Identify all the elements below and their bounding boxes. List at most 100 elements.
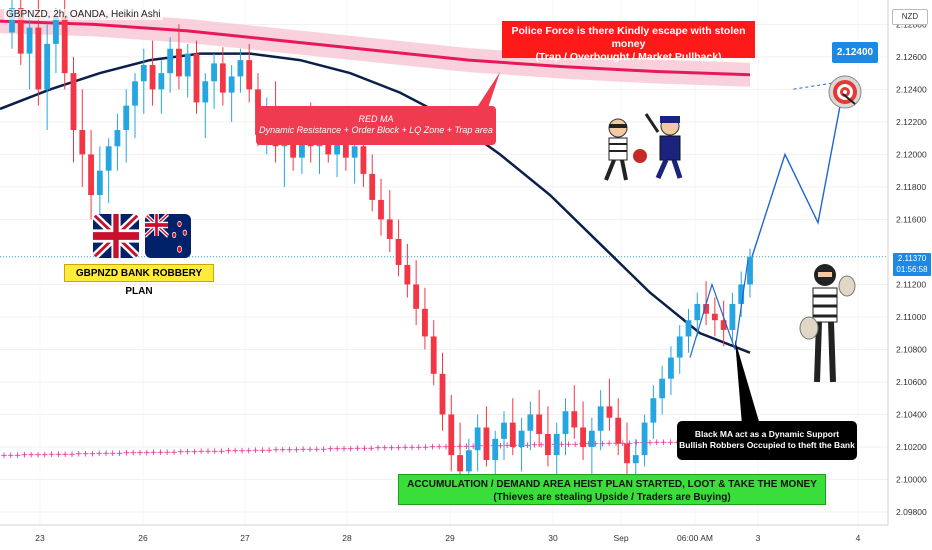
currency-badge[interactable]: NZD [892,9,928,25]
dotted-ma-marker: + [571,440,579,450]
candle-body [17,8,24,54]
candle-body [132,81,138,106]
dotted-ma-marker: + [293,445,301,455]
dotted-ma-marker: + [286,445,294,455]
dotted-ma-marker: + [585,440,593,450]
y-tick-label: 2.12400 [896,84,927,94]
candle-body [659,378,666,399]
dotted-ma-marker: + [347,444,355,454]
candle-body [35,27,42,90]
candle-body [509,422,516,447]
red-ma-line [0,19,751,77]
dotted-ma-marker: + [660,438,668,448]
candle-body [334,141,340,155]
candle-body [290,134,297,158]
candle-body [588,430,595,447]
redma-pointer [472,72,500,115]
candle-body [422,308,428,337]
accumulation-note-line1: ACCUMULATION / DEMAND AREA HEIST PLAN ST… [407,479,817,490]
candle-body [219,63,226,93]
dotted-ma-marker: + [89,449,97,459]
dotted-ma-marker: + [68,450,76,460]
x-tick-label: 29 [445,533,455,543]
dotted-ma-marker: + [531,441,539,451]
candle-body [105,146,112,171]
candle-body [747,256,753,285]
y-tick-label: 2.11800 [896,182,926,192]
dotted-ma-marker: + [646,438,654,448]
dotted-ma-marker: + [653,438,661,448]
current-price: 2.11370 [897,254,927,263]
dotted-ma-marker: + [299,445,307,455]
candle-body [457,455,463,472]
red-ma-note: RED MA Dynamic Resistance + Order Block … [256,106,496,145]
dotted-ma-marker: + [401,443,409,453]
candle-body [167,48,174,74]
y-tick-label: 2.11000 [896,312,926,322]
candle-body [615,417,622,444]
target-price-tag: 2.12400 [832,42,878,63]
dotted-ma-marker: + [21,451,29,461]
accumulation-note-line2: (Thieves are stealing Upside / Traders a… [493,492,731,503]
dotted-ma-marker: + [75,450,83,460]
candle-body [79,130,86,155]
uk-flag-icon [93,214,139,258]
dotted-ma-marker: + [123,449,131,459]
dotted-ma-marker: + [252,446,260,456]
dotted-ma-marker: + [41,450,49,460]
candle-body [430,336,437,374]
candle-body [158,73,165,90]
dotted-ma-marker: + [361,444,369,454]
candle-body [404,264,411,285]
projection-line [751,79,846,258]
candle-body [176,48,182,77]
x-tick-label: 3 [756,533,761,543]
dotted-ma-marker: + [204,447,212,457]
x-tick-label: 23 [35,533,45,543]
y-tick-label: 2.10400 [896,409,927,419]
candle-body [668,357,674,379]
dotted-ma-marker: + [259,446,267,456]
dotted-ma-marker: + [619,439,627,449]
dotted-ma-marker: + [245,446,253,456]
candle-body [439,373,446,415]
dotted-ma-marker: + [524,441,532,451]
y-tick-label: 2.10600 [896,377,927,387]
dotted-ma-marker: + [177,448,185,458]
y-tick-label: 2.11200 [896,279,926,289]
dotted-ma-marker: + [354,444,362,454]
black-ma-note-line2: Bullish Robbers Occupied to theft the Ba… [679,440,855,450]
candle-body [553,433,560,456]
dotted-ma-marker: + [102,449,110,459]
candle-body [632,455,639,464]
dotted-ma-marker: + [0,451,8,461]
candle-body [597,406,604,431]
dotted-ma-marker: + [469,442,477,452]
candle-body [545,433,551,456]
dotted-ma-marker: + [143,448,151,458]
dotted-ma-marker: + [558,440,566,450]
red-ma-note-line1: RED MA [358,114,394,124]
y-tick-label: 2.11600 [896,214,926,224]
dotted-ma-marker: + [55,450,63,460]
candle-body [562,411,569,434]
red-ma-note-line2: Dynamic Resistance + Order Block + LQ Zo… [259,125,493,135]
dotted-ma-marker: + [170,448,178,458]
dotted-ma-marker: + [340,444,348,454]
police-note-line1: Police Force is there Kindly escape with… [511,25,746,50]
target-icon [828,75,862,109]
candle-body [536,414,543,434]
candle-body [729,303,736,330]
blackma-pointer [735,340,760,425]
dotted-ma-marker: + [435,443,443,453]
time-axis-bg [0,525,932,550]
pattern-line [689,259,749,358]
symbol-header[interactable]: GBPNZD, 2h, OANDA, Heikin Ashi [4,9,163,20]
candle-body [448,414,455,456]
y-tick-label: 2.10200 [896,442,927,452]
candle-body [193,53,200,103]
candle-body [228,76,235,93]
candle-body [140,65,147,82]
dotted-ma-marker: + [82,449,90,459]
candle-body [624,443,630,464]
